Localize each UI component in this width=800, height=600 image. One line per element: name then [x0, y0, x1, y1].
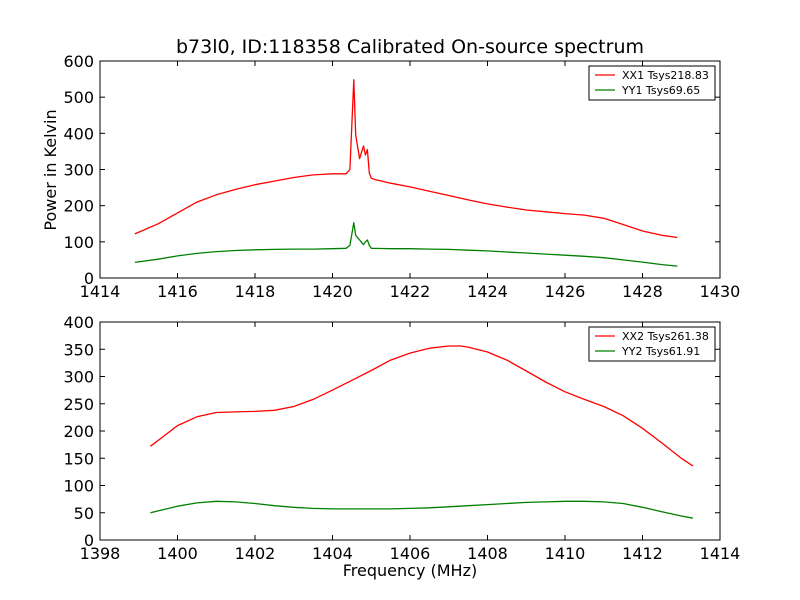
- bottom-legend: XX2 Tsys261.38 YY2 Tsys61.91: [588, 326, 716, 362]
- top-ticks: 1414 1416 1418 1420 1422 1424 1426 1428 1430 0 100…: [63, 52, 740, 301]
- top-series-line-0: [134, 79, 678, 239]
- bottom-x-tick-label: 1404: [312, 544, 353, 563]
- top-subplot: 1414 1416 1418 1420 1422 1424 1426 1428 1430 0 100…: [41, 52, 740, 301]
- x-axis-label: Frequency (MHz): [343, 561, 477, 580]
- top-x-tick-label: 1420: [312, 282, 353, 301]
- bottom-y-tick-label: 0: [84, 531, 94, 550]
- bottom-legend-label-xx2: XX2 Tsys261.38: [622, 330, 709, 343]
- top-x-tick-label: 1416: [157, 282, 198, 301]
- bottom-subplot: 1398 1400 1402 1404 1406 1408 1410 1412 1414 0 50 1…: [63, 313, 740, 563]
- bottom-x-tick-label: 1400: [157, 544, 198, 563]
- top-legend: XX1 Tsys218.83 YY1 Tsys69.65: [588, 65, 716, 101]
- top-legend-box: [588, 65, 716, 101]
- top-x-tick-label: 1422: [390, 282, 431, 301]
- top-y-tick-label: 100: [63, 233, 94, 252]
- bottom-ticks: 1398 1400 1402 1404 1406 1408 1410 1412 1414 0 50 1…: [63, 313, 740, 563]
- bottom-x-tick-label: 1398: [80, 544, 121, 563]
- top-x-tick-label: 1426: [545, 282, 586, 301]
- top-y-tick-label: 300: [63, 161, 94, 180]
- bottom-series-layer: [150, 345, 694, 519]
- bottom-y-tick-label: 400: [63, 313, 94, 332]
- bottom-y-tick-label: 300: [63, 368, 94, 387]
- top-y-tick-label: 500: [63, 88, 94, 107]
- figure-title: b73l0, ID:118358 Calibrated On-source sp…: [176, 36, 644, 58]
- top-x-tick-label: 1418: [235, 282, 276, 301]
- bottom-series-line-0: [150, 345, 694, 467]
- bottom-y-tick-label: 100: [63, 477, 94, 496]
- bottom-legend-label-yy2: YY2 Tsys61.91: [621, 345, 700, 358]
- top-y-tick-label: 600: [63, 52, 94, 71]
- bottom-x-tick-label: 1410: [545, 544, 586, 563]
- bottom-y-tick-label: 50: [74, 504, 94, 523]
- top-y-tick-label: 200: [63, 197, 94, 216]
- top-y-tick-label: 400: [63, 124, 94, 143]
- bottom-series-line-1: [150, 500, 694, 519]
- top-y-tick-label: 0: [84, 269, 94, 288]
- bottom-y-tick-label: 200: [63, 422, 94, 441]
- top-x-tick-label: 1424: [467, 282, 508, 301]
- bottom-x-tick-label: 1402: [235, 544, 276, 563]
- bottom-x-tick-label: 1408: [467, 544, 508, 563]
- top-series-line-1: [134, 222, 678, 267]
- top-x-tick-label: 1414: [80, 282, 121, 301]
- top-series-layer: [134, 79, 678, 267]
- bottom-y-tick-label: 150: [63, 449, 94, 468]
- bottom-x-tick-label: 1414: [700, 544, 741, 563]
- top-y-axis-label: Power in Kelvin: [41, 109, 60, 230]
- top-x-tick-label: 1430: [700, 282, 741, 301]
- bottom-y-tick-label: 250: [63, 395, 94, 414]
- top-legend-label-xx1: XX1 Tsys218.83: [622, 69, 709, 82]
- bottom-x-tick-label: 1406: [390, 544, 431, 563]
- bottom-x-tick-label: 1412: [622, 544, 663, 563]
- top-legend-label-yy1: YY1 Tsys69.65: [621, 84, 700, 97]
- top-x-tick-label: 1428: [622, 282, 663, 301]
- bottom-y-tick-label: 350: [63, 340, 94, 359]
- bottom-legend-box: [588, 326, 716, 362]
